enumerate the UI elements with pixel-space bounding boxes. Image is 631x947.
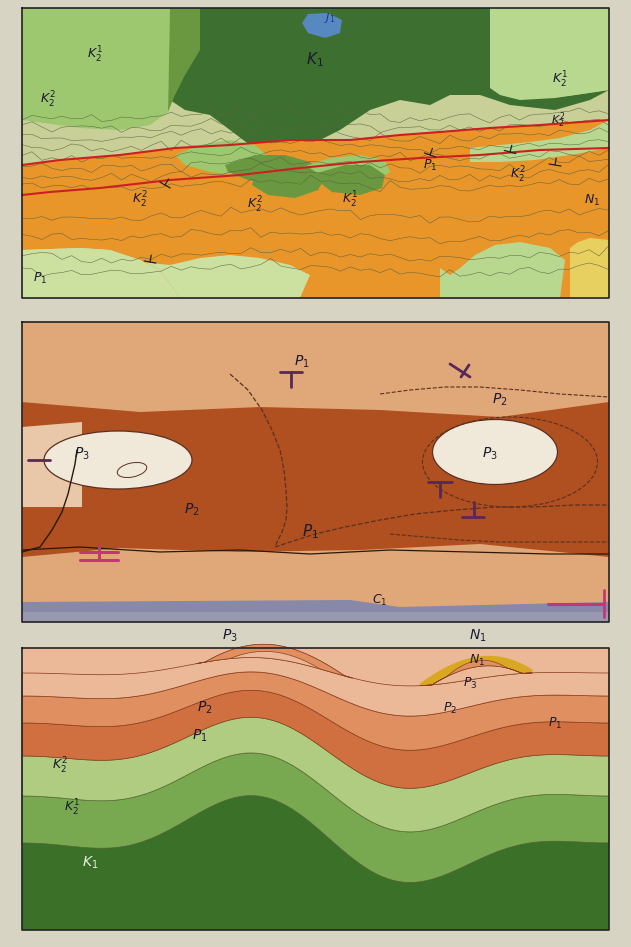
Text: $K_2^1$: $K_2^1$ — [552, 70, 568, 90]
Polygon shape — [22, 8, 170, 130]
Polygon shape — [196, 644, 352, 678]
Text: $P_3$: $P_3$ — [74, 446, 90, 462]
Text: $N_1$: $N_1$ — [584, 192, 600, 207]
Polygon shape — [470, 120, 609, 162]
Polygon shape — [252, 165, 325, 198]
Polygon shape — [22, 120, 609, 195]
Text: $P_2$: $P_2$ — [492, 392, 508, 408]
Text: $P_1$: $P_1$ — [302, 523, 319, 542]
Text: $K_1$: $K_1$ — [82, 855, 98, 871]
Polygon shape — [22, 671, 609, 750]
Polygon shape — [170, 8, 609, 150]
Text: $K_2^2$: $K_2^2$ — [510, 165, 526, 185]
Polygon shape — [22, 717, 609, 831]
Polygon shape — [22, 195, 180, 298]
Polygon shape — [22, 612, 609, 622]
Text: $P_2$: $P_2$ — [443, 701, 457, 716]
Polygon shape — [22, 322, 609, 417]
Text: $P_3$: $P_3$ — [463, 675, 477, 690]
Polygon shape — [22, 753, 609, 883]
Polygon shape — [550, 8, 609, 98]
Polygon shape — [22, 322, 609, 622]
Polygon shape — [175, 140, 270, 175]
Polygon shape — [22, 690, 609, 788]
Polygon shape — [440, 242, 565, 298]
Polygon shape — [420, 666, 533, 686]
Text: $P_1$: $P_1$ — [423, 157, 437, 172]
Text: $P_1$: $P_1$ — [33, 271, 47, 286]
Text: $N_1$: $N_1$ — [469, 628, 487, 644]
Polygon shape — [22, 657, 609, 716]
Polygon shape — [22, 648, 609, 686]
Polygon shape — [22, 544, 609, 622]
Polygon shape — [22, 248, 310, 298]
Polygon shape — [310, 165, 385, 195]
Text: $K_2^1$: $K_2^1$ — [342, 190, 358, 210]
Ellipse shape — [44, 431, 192, 489]
Polygon shape — [225, 155, 320, 185]
Polygon shape — [300, 155, 390, 185]
Text: $K_2^2$: $K_2^2$ — [551, 110, 565, 130]
Text: $P_3$: $P_3$ — [222, 628, 238, 644]
Polygon shape — [420, 656, 533, 686]
Text: $K_2^2$: $K_2^2$ — [247, 195, 263, 215]
Text: $P_2$: $P_2$ — [184, 502, 200, 518]
Text: $K_2^2$: $K_2^2$ — [40, 90, 56, 110]
Polygon shape — [570, 238, 609, 298]
Text: $K_2^1$: $K_2^1$ — [87, 45, 103, 65]
Polygon shape — [168, 8, 200, 112]
Ellipse shape — [432, 420, 558, 485]
Polygon shape — [22, 148, 609, 298]
Polygon shape — [302, 13, 342, 38]
Text: $K_2^2$: $K_2^2$ — [132, 190, 148, 210]
Polygon shape — [22, 648, 609, 930]
Text: $K_2^1$: $K_2^1$ — [64, 798, 80, 818]
Text: $K_1$: $K_1$ — [306, 50, 324, 69]
Text: $P_2$: $P_2$ — [198, 700, 213, 716]
Text: $P_1$: $P_1$ — [548, 715, 562, 730]
Text: $C_1$: $C_1$ — [372, 593, 387, 608]
Text: $P_1$: $P_1$ — [192, 728, 208, 744]
Polygon shape — [420, 660, 533, 686]
Polygon shape — [490, 8, 609, 100]
Text: $N_1$: $N_1$ — [469, 652, 485, 668]
Polygon shape — [22, 8, 609, 298]
Text: $J_1$: $J_1$ — [324, 11, 336, 25]
Text: $P_1$: $P_1$ — [294, 354, 310, 370]
Polygon shape — [22, 795, 609, 930]
Polygon shape — [196, 644, 352, 678]
Text: $K_2^2$: $K_2^2$ — [52, 756, 68, 776]
Text: $P_3$: $P_3$ — [482, 446, 498, 462]
Polygon shape — [22, 422, 82, 507]
Polygon shape — [22, 600, 609, 612]
